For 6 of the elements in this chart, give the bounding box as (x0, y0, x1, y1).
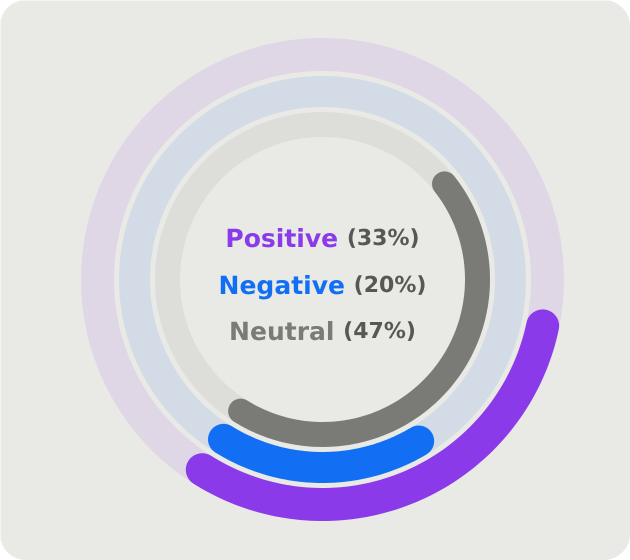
data-label: (20%) (354, 273, 426, 298)
category-label: Positive (225, 224, 338, 253)
data-label: (33%) (346, 226, 420, 251)
category-label: Neutral (229, 317, 334, 346)
data-label: (47%) (343, 319, 416, 344)
category-label: Negative (218, 271, 345, 300)
